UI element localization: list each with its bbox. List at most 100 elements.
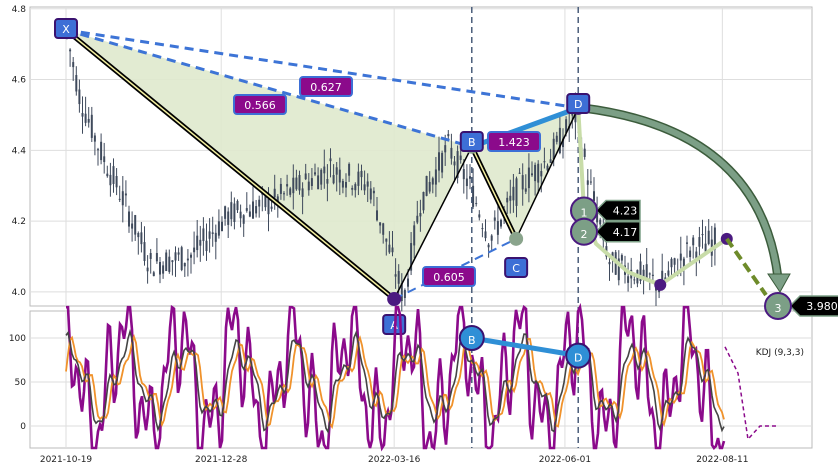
candle-body [143,242,146,261]
candle-body [679,253,682,261]
kdj-divergence-line [471,335,579,359]
ratio-label-text: 0.627 [310,81,342,94]
point-label-text: C [512,262,520,275]
candle-body [571,112,574,116]
candle-body [388,244,391,253]
candle-body [481,228,484,230]
ratio-label-text: 0.605 [433,271,465,284]
candle-body [93,135,96,142]
candle-body [186,258,189,261]
candle-body [217,221,220,236]
candle-body [351,187,354,190]
candle-body [707,230,710,244]
xd-ratio-line [65,28,579,110]
point-label-box [459,131,484,152]
candle-body [242,215,245,224]
candle-body [428,181,431,192]
candle-body [301,188,304,197]
candle-body [617,258,620,281]
candle-body [518,172,521,174]
candle-body [465,178,468,187]
x-tick-label: 2022-03-16 [368,455,421,465]
candle-body [332,175,335,184]
candle-body [586,180,589,185]
candle-body [459,155,462,160]
candle-body [239,211,242,219]
candle-body [208,231,211,239]
candle-body [357,171,360,186]
candle-body [310,178,313,187]
candle-body [221,221,223,232]
candle-body [562,138,564,148]
candle-body [118,198,121,200]
kdj-j-line [66,302,726,452]
candle-body [230,202,233,220]
candle-body [245,208,248,211]
candle-body [403,289,406,299]
candle-body [128,211,130,227]
candle-body [500,219,502,227]
target-number: 3 [775,302,782,315]
target-number: 2 [581,228,588,241]
candle-body [72,62,75,68]
target-arrow-head [767,273,791,293]
candle-body [447,134,450,137]
candle-body [667,270,670,276]
ratio-label: 0.605 [422,266,476,287]
ratio-label-box [487,131,541,152]
point-marker-a [387,292,402,306]
candle-body [273,188,276,198]
projection-path [576,107,728,288]
candle-body [159,262,161,275]
candle-body [713,227,716,250]
candle-body [124,193,127,196]
kdj-point-circle [458,325,485,351]
kdj-d-line [65,333,725,430]
target-3: 3.980 3 [764,292,838,320]
point-label-text: D [574,98,582,111]
xa-leg-core [65,29,395,300]
candle-body [493,217,496,221]
ratio-label: 0.627 [299,76,353,97]
indicator-y-tick-label: 0 [20,422,26,432]
point-label-c: C [504,257,529,278]
kdj-point-d: D [565,342,592,369]
candle-body [81,113,84,117]
candle-body [75,75,78,92]
target-value-badge [788,295,838,317]
ratio-label: 1.423 [487,131,541,152]
candle-body [227,211,230,225]
candle-body [376,210,378,221]
target-value-text: 4.23 [613,205,638,218]
target-value-text: 3.980 [806,300,838,313]
candle-body [400,283,403,302]
candle-body [611,252,614,258]
candle-body [211,232,214,235]
candle-body [546,165,549,171]
indicator-y-tick-label: 50 [15,378,27,388]
candle-body [320,169,323,185]
candle-body [78,89,81,105]
kdj-point-label: B [468,334,476,347]
candle-body [255,206,258,214]
candle-body [509,195,512,201]
candle-body [171,260,174,263]
candle-body [134,215,137,235]
candle-body [183,262,186,267]
candle-body [100,141,103,161]
candle-body [642,269,645,277]
candle-body [425,175,428,196]
candle-body [608,261,611,265]
candle-body [152,272,155,277]
candle-body [341,180,344,188]
target-number: 1 [581,207,588,220]
candle-body [202,228,205,242]
candle-body [174,252,177,261]
candle-body [475,203,478,205]
candle-body [317,175,320,190]
candle-body [360,170,363,178]
candle-body [264,196,267,208]
candle-body [673,258,676,265]
candle-body [496,221,499,235]
